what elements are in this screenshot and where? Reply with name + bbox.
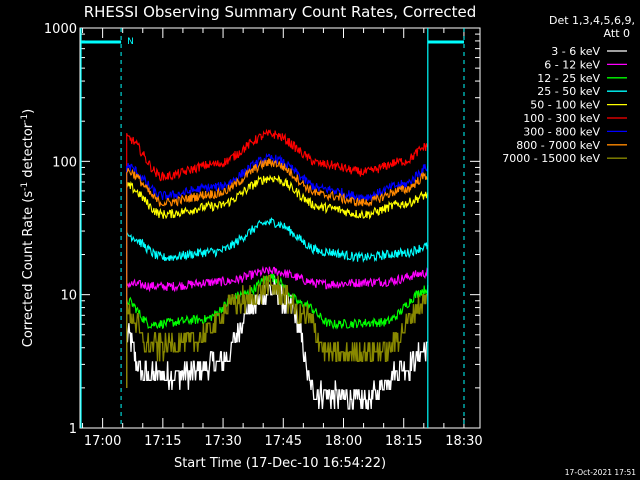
legend-label-1: 6 - 12 keV <box>544 58 600 71</box>
y-axis-label-main: Corrected Count Rate (s <box>21 191 36 348</box>
flag-label: N <box>127 37 134 47</box>
series-line-4 <box>126 174 429 388</box>
y-axis-label-sup1: -1 <box>20 182 30 191</box>
y-axis-label-mid: detector <box>21 122 36 182</box>
series-line-8 <box>126 274 428 388</box>
legend-label-2: 12 - 25 keV <box>537 72 600 85</box>
plot-frame <box>79 27 481 429</box>
y-tick-label: 100 <box>52 155 77 170</box>
legend-label-0: 3 - 6 keV <box>551 45 600 58</box>
x-axis-label: Start Time (17-Dec-10 16:54:22) <box>174 456 386 471</box>
window-markers: N <box>80 28 465 428</box>
y-tick-label: 1000 <box>44 22 77 37</box>
x-tick-label: 17:30 <box>204 434 241 449</box>
x-tick-label: 17:45 <box>265 434 302 449</box>
legend-label-3: 25 - 50 keV <box>537 85 600 98</box>
series-line-5 <box>126 128 429 388</box>
series-line-7 <box>126 158 428 388</box>
legend-label-8: 7000 - 15000 keV <box>502 152 600 165</box>
legend-label-6: 300 - 800 keV <box>523 125 600 138</box>
legend-label-4: 50 - 100 keV <box>530 99 600 112</box>
y-axis-label-end: ) <box>21 109 36 114</box>
x-tick-label: 17:15 <box>144 434 181 449</box>
y-axis-ticks: 1 10 100 1000 <box>44 22 480 437</box>
legend-label-7: 800 - 7000 keV <box>516 139 600 152</box>
legend-header-line1: Det 1,3,4,5,6,9, <box>549 14 635 27</box>
series-line-6 <box>126 152 429 388</box>
x-tick-label: 18:15 <box>385 434 422 449</box>
y-tick-label: 1 <box>69 422 77 437</box>
series-lines <box>126 128 429 410</box>
x-tick-label: 18:30 <box>445 434 482 449</box>
chart-title: RHESSI Observing Summary Count Rates, Co… <box>84 3 477 21</box>
legend-label-5: 100 - 300 keV <box>523 112 600 125</box>
timestamp: 17-Oct-2021 17:51 <box>565 468 636 477</box>
series-line-1 <box>126 265 429 388</box>
y-axis-label: Corrected Count Rate (s-1 detector-1) <box>20 109 36 347</box>
series-line-3 <box>126 216 429 388</box>
x-axis-ticks: 17:00 17:15 17:30 17:45 18:00 18:15 18:30 <box>82 28 483 449</box>
x-tick-label: 17:00 <box>84 434 121 449</box>
y-tick-label: 10 <box>60 289 77 304</box>
x-tick-label: 18:00 <box>325 434 362 449</box>
series-line-2 <box>126 273 429 388</box>
legend-header-line2: Att 0 <box>604 27 630 40</box>
y-axis-label-sup2: -1 <box>20 114 30 123</box>
